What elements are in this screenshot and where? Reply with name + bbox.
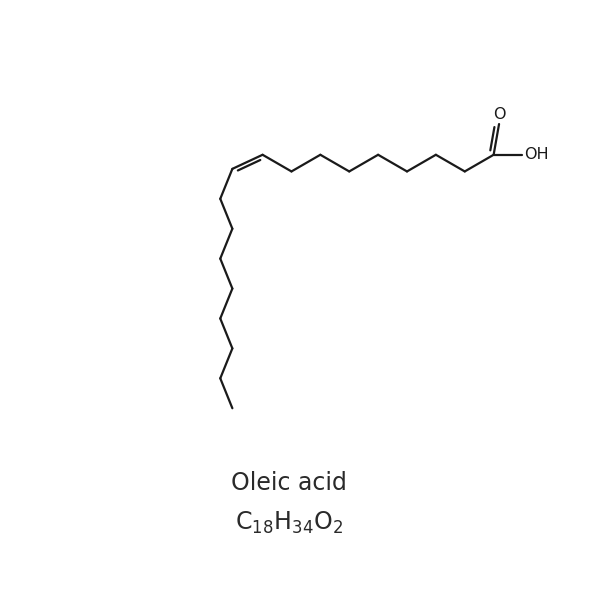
Text: Oleic acid: Oleic acid [232,471,347,495]
Text: O: O [493,107,505,122]
Text: OH: OH [524,147,548,162]
Text: $\mathrm{C_{18}H_{34}O_2}$: $\mathrm{C_{18}H_{34}O_2}$ [235,510,343,536]
